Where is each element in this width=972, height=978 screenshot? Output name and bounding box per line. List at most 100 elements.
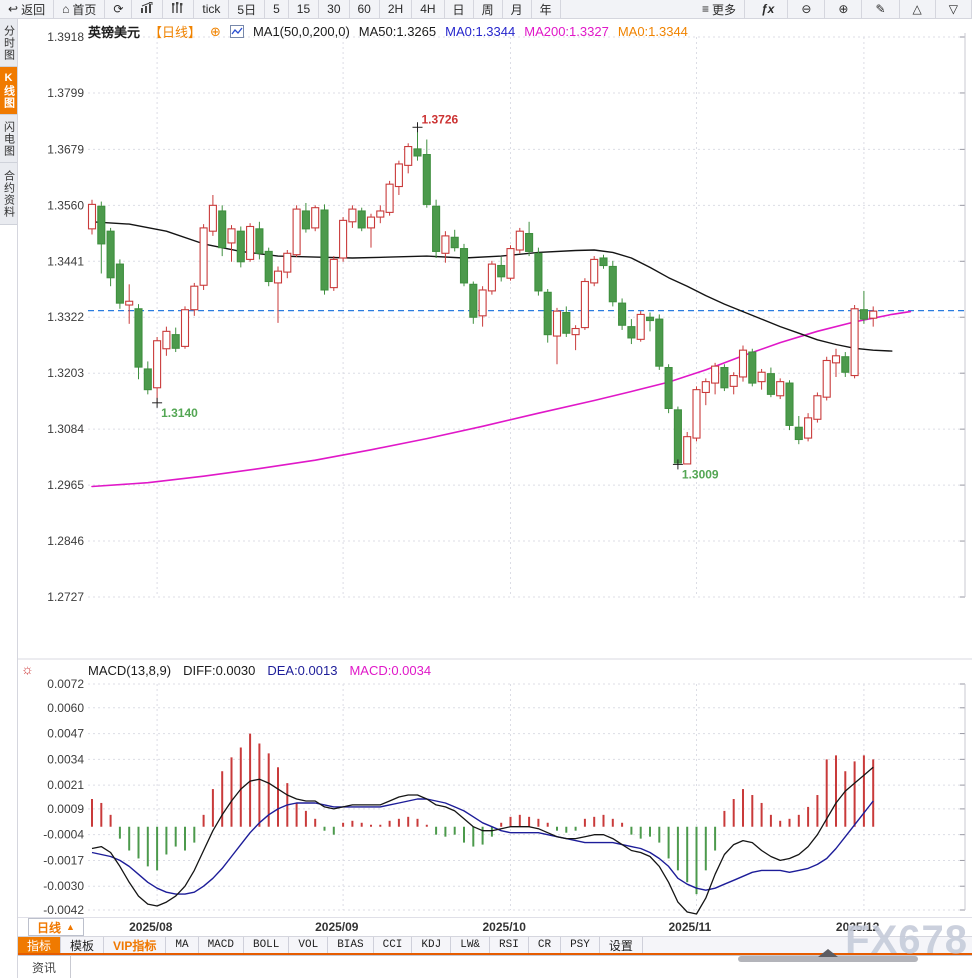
toolbar-item-month[interactable]: 月 <box>503 0 532 18</box>
back-arrow-icon: ↩ <box>8 2 19 16</box>
toolbar-item-year[interactable]: 年 <box>532 0 561 18</box>
tab-macd[interactable]: MACD <box>199 937 244 953</box>
toolbar-item-label: 15 <box>296 2 311 16</box>
candlestick-macd-chart[interactable]: 1.3918 1.3799 1.3679 1.3560 1.3441 1.3322 1.32… <box>18 19 972 917</box>
toolbar-item-5m[interactable]: 5 <box>265 0 289 18</box>
chart-bars-icon <box>140 1 154 16</box>
toolbar-item-4h[interactable]: 4H <box>412 0 445 18</box>
svg-text:-0.0030: -0.0030 <box>43 879 84 893</box>
svg-text:0.0009: 0.0009 <box>47 802 84 816</box>
chart-area: 1.3918 1.3799 1.3679 1.3560 1.3441 1.3322 1.32… <box>18 19 972 978</box>
toolbar-item-scroll-up[interactable]: △ <box>900 0 936 18</box>
toolbar-item-label: 年 <box>539 2 552 17</box>
macd-panel: 0.0072 0.0060 0.0047 0.0034 0.0021 0.0009 -0.0… <box>43 677 966 917</box>
toolbar-spacer <box>561 0 694 18</box>
toolbar-item-day[interactable]: 日 <box>445 0 474 18</box>
toolbar-item-label: ƒx <box>760 2 775 16</box>
home-icon: ⌂ <box>62 2 70 16</box>
macd-header: MACD(13,8,9) DIFF:0.0030 DEA:0.0013 MACD… <box>88 663 431 678</box>
toolbar-item-label: 月 <box>510 2 523 17</box>
svg-text:1.3679: 1.3679 <box>47 142 84 156</box>
toolbar-item-week[interactable]: 周 <box>474 0 503 18</box>
toolbar-item-scroll-down[interactable]: ▽ <box>936 0 972 18</box>
toolbar-item-draw[interactable]: ✎ <box>862 0 900 18</box>
tab-rsi[interactable]: RSI <box>490 937 529 953</box>
toolbar-item-tick[interactable]: tick <box>194 0 230 18</box>
toolbar-item-refresh[interactable]: ⟳ <box>105 0 133 18</box>
svg-text:1.3799: 1.3799 <box>47 86 84 100</box>
tab-vol[interactable]: VOL <box>289 937 329 953</box>
ma200-line <box>91 310 912 488</box>
chevron-up-icon: ▲ <box>66 922 75 932</box>
toolbar-item-volume[interactable] <box>163 0 195 18</box>
tab-news[interactable]: 资讯 <box>18 956 72 978</box>
tab-kdj[interactable]: KDJ <box>412 937 452 953</box>
svg-text:1.3140: 1.3140 <box>161 406 198 420</box>
tab-boll[interactable]: BOLL <box>244 937 290 953</box>
tab-vip-indicator[interactable]: VIP指标 <box>104 937 167 953</box>
macd-dea-value: DEA:0.0013 <box>267 663 338 678</box>
symbol-name: 英镑美元 <box>88 25 141 40</box>
toolbar-item-zoom-out[interactable]: ⊖ <box>788 0 826 18</box>
macd-title: MACD(13,8,9) <box>88 663 172 678</box>
tab-psy[interactable]: PSY <box>561 937 600 953</box>
tab-settings[interactable]: 设置 <box>600 937 643 953</box>
tab-cci[interactable]: CCI <box>374 937 413 953</box>
toolbar-item-2h[interactable]: 2H <box>380 0 413 18</box>
x-axis-label: 2025/09 <box>315 920 359 934</box>
tab-lw[interactable]: LW& <box>451 937 491 953</box>
toolbar-item-30m[interactable]: 30 <box>319 0 350 18</box>
tab-template[interactable]: 模板 <box>61 937 105 953</box>
scrollbar-handle-icon[interactable] <box>818 949 838 957</box>
svg-text:0.0072: 0.0072 <box>47 677 84 691</box>
ma0-orange-value: MA0:1.3344 <box>617 24 688 39</box>
x-axis-label: 2025/10 <box>482 920 526 934</box>
toolbar-item-home[interactable]: ⌂ 首页 <box>54 0 106 18</box>
chart-header: 英镑美元 【日线】 ⊕ MA1(50,0,200,0) MA50:1.3265 … <box>88 22 688 41</box>
period-selector-label: 日线 <box>37 920 62 935</box>
volume-bars-icon <box>171 2 185 16</box>
svg-text:0.0021: 0.0021 <box>47 778 84 792</box>
toolbar-item-chart-type[interactable] <box>132 0 164 18</box>
zoom-out-icon: ⊖ <box>801 2 812 16</box>
toolbar-item-label: 更多 <box>711 2 736 17</box>
sidebar-item-kline-chart[interactable]: K线图 <box>0 67 17 115</box>
toolbar-item-60m[interactable]: 60 <box>350 0 380 18</box>
sidebar-item-contract-info[interactable]: 合约资料 <box>0 163 17 225</box>
svg-text:0.0060: 0.0060 <box>47 701 84 715</box>
sidebar-item-time-chart[interactable]: 分时图 <box>0 19 17 67</box>
toolbar-item-label: 5 <box>273 2 280 16</box>
horizontal-scrollbar[interactable] <box>738 956 918 962</box>
chart-type-sidebar: 分时图 K线图 闪电图 合约资料 <box>0 19 18 978</box>
macd-dea-line <box>91 798 874 895</box>
kline-settings-icon[interactable] <box>229 25 244 38</box>
svg-text:-0.0042: -0.0042 <box>43 903 84 917</box>
price-annotations: 1.3726 1.3140 1.3009 <box>152 112 719 481</box>
tab-indicator[interactable]: 指标 <box>18 937 62 953</box>
candles-group <box>87 127 878 465</box>
toolbar-item-zoom-in[interactable]: ⊕ <box>825 0 863 18</box>
tab-ma[interactable]: MA <box>166 937 199 953</box>
macd-diff-value: DIFF:0.0030 <box>183 663 256 678</box>
period-selector-button[interactable]: 日线 ▲ <box>28 918 84 936</box>
toolbar-item-fx[interactable]: ƒx <box>745 0 789 18</box>
toolbar-item-back[interactable]: ↩ 返回 <box>0 0 55 18</box>
toolbar-item-more[interactable]: ≡ 更多 <box>694 0 745 18</box>
ma200-value: MA200:1.3327 <box>524 24 609 39</box>
x-axis-label: 2025/08 <box>129 920 173 934</box>
tab-cr[interactable]: CR <box>529 937 562 953</box>
tab-bias[interactable]: BIAS <box>328 937 374 953</box>
toolbar-item-label: tick <box>202 2 221 16</box>
svg-text:0.0047: 0.0047 <box>47 727 84 741</box>
macd-diff-line <box>91 766 874 915</box>
svg-text:0.0034: 0.0034 <box>47 752 84 766</box>
add-indicator-icon[interactable]: ⊕ <box>210 23 221 39</box>
svg-text:1.3918: 1.3918 <box>47 30 84 44</box>
toolbar-item-15m[interactable]: 15 <box>289 0 320 18</box>
toolbar-item-label: 返回 <box>21 2 46 17</box>
ma0-blue-value: MA0:1.3344 <box>445 24 516 39</box>
indicator-settings-sun-icon[interactable]: ☼ <box>21 661 34 677</box>
sidebar-item-lightning-chart[interactable]: 闪电图 <box>0 115 17 163</box>
toolbar-item-5d[interactable]: 5日 <box>229 0 266 18</box>
